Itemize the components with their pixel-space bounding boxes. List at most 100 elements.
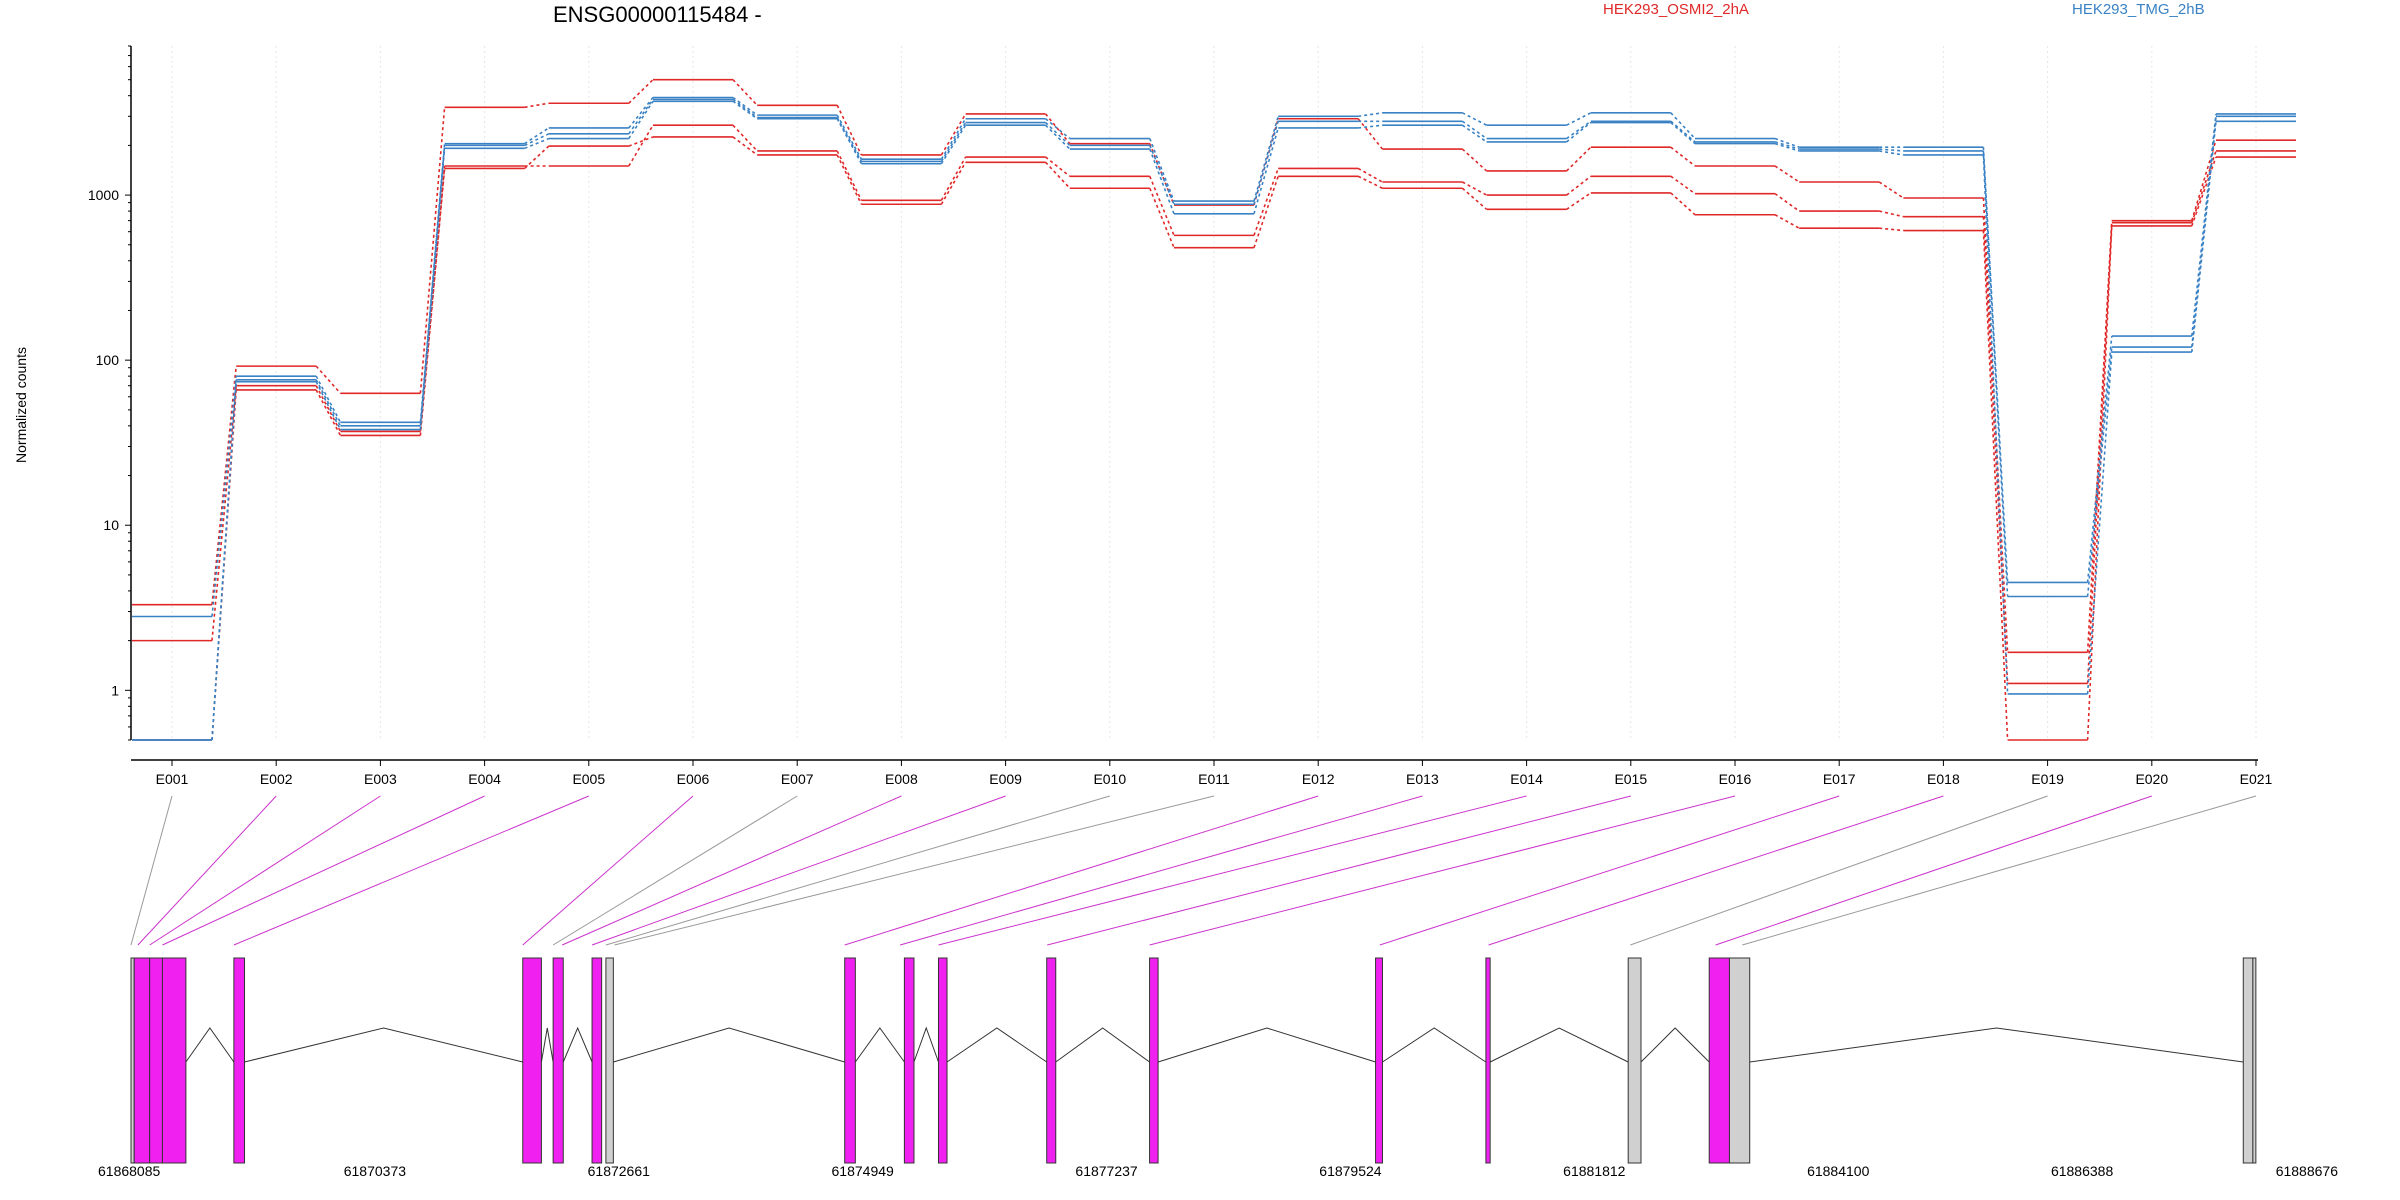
data-transition [1044,113,1071,145]
data-transition [1045,118,1071,140]
genomic-position-label: 61886388 [2051,1163,2114,1179]
data-transition [732,79,758,106]
data-transition [2086,351,2113,695]
genomic-position-label: 61872661 [588,1163,651,1179]
data-transition [2191,150,2217,223]
data-transition [1462,112,1487,126]
data-transition [1670,175,1696,195]
data-transition [1879,227,1904,232]
connector-E018 [1488,795,1944,946]
series-HEK293_TMG_2hB-4 [132,98,2296,741]
exon-block-E005 [233,957,246,1164]
data-transition [1461,124,1488,143]
data-transition [1357,167,1383,183]
intron-line [562,1026,593,1063]
data-transition [732,96,758,116]
exon-connector-lines [130,795,2257,946]
data-transition [315,375,342,423]
data-transition [1774,137,1800,148]
data-transition [524,102,549,109]
connector-E016 [1149,795,1736,946]
y-tick-label: 1 [111,682,119,698]
data-transition [1879,150,1904,156]
data-transition [1253,176,1279,248]
data-transition [1670,121,1696,145]
data-transition [2086,222,2113,684]
genomic-position-label: 61888676 [2276,1163,2339,1179]
intron-line [1157,1027,1376,1063]
x-tick-label-E005: E005 [572,771,605,787]
x-tick-label-E011: E011 [1198,771,1230,787]
data-transition [315,365,341,394]
data-transition [1358,112,1383,118]
data-transition [1149,175,1175,236]
data-transition [1566,146,1592,172]
data-transition [628,97,654,129]
data-transition [1670,192,1696,216]
data-transition [940,122,967,162]
data-transition [1879,148,1904,152]
data-transition [1566,192,1592,210]
data-transition [211,376,237,617]
exon-block-E004 [161,957,187,1164]
data-transition [1461,120,1488,140]
data-transition [1670,112,1696,140]
data-transition [940,124,967,165]
x-tick-label-E019: E019 [2031,771,2064,787]
genomic-position-label: 61881812 [1563,1163,1626,1179]
intron-line [540,1027,554,1063]
exon-block-E021 [2252,957,2257,1164]
data-transition [419,143,446,423]
data-transition [1774,142,1800,152]
connector-E010 [605,795,1110,946]
data-transition [836,154,863,205]
intron-line [1640,1027,1710,1063]
x-tick-label-E018: E018 [1927,771,1960,787]
exon-block-E017 [1627,957,1642,1164]
intron-line [1749,1027,2244,1063]
chart-title: ENSG00000115484 - [553,2,762,27]
genomic-position-label: 61879524 [1319,1163,1382,1179]
data-transition [1357,175,1383,189]
data-transition [836,118,863,165]
series-HEK293_OSMI2_2hA-1 [132,124,2296,685]
x-tick-label-E021: E021 [2240,771,2273,787]
data-transition [524,133,550,147]
exon-gridlines [171,46,2257,740]
exon-block-E002 [133,957,151,1164]
data-transition [1982,154,2009,695]
data-transition [1879,210,1904,218]
exon-block-E014 [1149,957,1159,1164]
data-transition [2086,225,2113,741]
data-transition [1461,187,1488,210]
intron-line [1055,1027,1150,1063]
data-transition [1982,197,2009,653]
genomic-position-label: 61874949 [832,1163,895,1179]
series-HEK293_TMG_2hB-5 [132,100,2296,741]
data-transition [1774,165,1800,183]
data-transition [1774,141,1800,150]
data-transition [1149,138,1175,202]
y-tick-label: 10 [103,517,119,533]
x-tick-label-E008: E008 [885,771,918,787]
data-transition [940,118,967,160]
data-transition [315,385,342,432]
data-transition [732,124,758,152]
data-transition [1982,230,2009,741]
y-tick-label: 1000 [88,187,119,203]
x-tick-label-E003: E003 [364,771,397,787]
connector-E015 [1047,795,1631,946]
data-transition [1566,121,1592,143]
series-lines [132,78,2296,741]
x-tick-label-E012: E012 [1302,771,1335,787]
legend-entry-osmi: HEK293_OSMI2_2hA [1603,1,1749,18]
connector-E011 [614,795,1215,946]
data-transition [2191,156,2217,227]
data-transition [1358,124,1383,129]
connector-E005 [233,795,589,946]
data-transition [1670,120,1696,143]
legend-entry-tmg: HEK293_TMG_2hB [2072,1,2205,18]
connector-E004 [162,795,485,946]
data-transition [732,98,758,119]
connector-E021 [1742,795,2257,946]
